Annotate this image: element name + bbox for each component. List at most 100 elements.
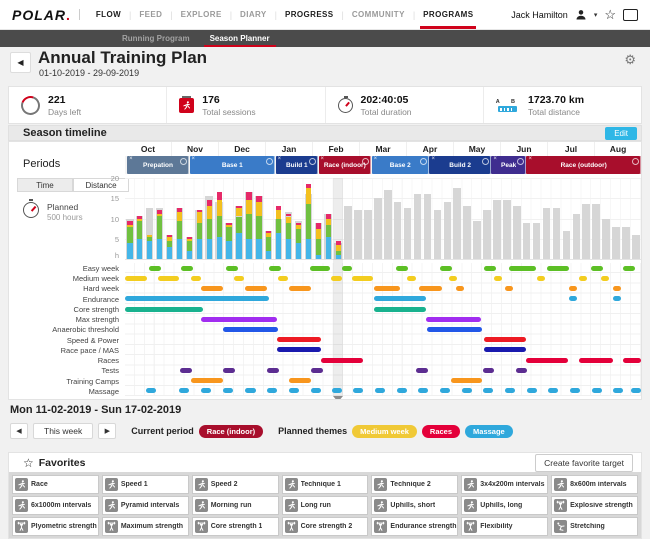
gantt-bar-massage[interactable] <box>569 388 581 394</box>
gantt-bar-medium-week[interactable] <box>191 275 201 281</box>
week-bar-blue[interactable] <box>246 238 252 259</box>
week-bar-yellow[interactable] <box>325 218 331 225</box>
period-handle-icon[interactable] <box>266 158 274 165</box>
week-bar-yellow[interactable] <box>236 208 242 217</box>
gantt-bar-endurance[interactable] <box>568 296 577 302</box>
gantt-bar-medium-week[interactable] <box>407 275 416 281</box>
theme-badge-medium-week[interactable]: Medium week <box>352 424 417 438</box>
gantt-bar-easy-week[interactable] <box>226 265 238 271</box>
period-handle-icon[interactable] <box>419 158 427 165</box>
theme-badge-races[interactable]: Races <box>421 424 461 438</box>
favorite-pyramid-intervals[interactable]: Pyramid intervals <box>101 496 189 515</box>
favorite-maximum-strength[interactable]: Maximum strength <box>101 517 189 536</box>
favorite-long-run[interactable]: Long run <box>281 496 369 515</box>
week-bar-blue[interactable] <box>147 240 153 259</box>
favorite-6x1000m-intervals[interactable]: 6x1000m intervals <box>12 496 99 515</box>
week-bar-green[interactable] <box>335 250 341 255</box>
gantt-bar-easy-week[interactable] <box>342 265 353 271</box>
period-handle-icon[interactable] <box>179 158 187 165</box>
week-bar-yellow[interactable] <box>335 244 341 251</box>
planned-week-bar[interactable] <box>602 218 610 259</box>
gantt-bar-speed-power[interactable] <box>277 337 322 343</box>
week-bar-blue[interactable] <box>315 254 322 259</box>
gantt-bar-tests[interactable] <box>180 367 193 373</box>
week-bar-blue[interactable] <box>256 238 262 259</box>
gantt-bar-easy-week[interactable] <box>590 265 603 271</box>
planned-week-bar[interactable] <box>612 226 620 259</box>
gantt-bar-easy-week[interactable] <box>181 265 194 271</box>
planned-week-bar[interactable] <box>354 210 362 259</box>
period-base-1[interactable]: × Base 1 <box>189 156 276 174</box>
gantt-bar-medium-week[interactable] <box>449 275 458 281</box>
favorite-core-strength-2[interactable]: Core strength 2 <box>281 517 369 536</box>
week-bar-yellow[interactable] <box>147 234 153 237</box>
week-bar-red[interactable] <box>315 222 322 229</box>
week-bar-yellow[interactable] <box>256 202 262 217</box>
week-bar-green[interactable] <box>276 218 282 233</box>
remove-period-icon[interactable]: × <box>431 156 435 162</box>
gantt-bar-massage[interactable] <box>374 388 386 394</box>
week-bar-yellow[interactable] <box>186 238 193 241</box>
gantt-bar-hard-week[interactable] <box>613 286 622 292</box>
gantt-bar-massage[interactable] <box>418 388 429 394</box>
week-bar-green[interactable] <box>266 236 272 251</box>
favorite-uphills-short[interactable]: Uphills, short <box>371 496 459 515</box>
week-bar-green[interactable] <box>147 236 153 241</box>
gantt-bar-races[interactable] <box>579 357 614 363</box>
week-bar-yellow[interactable] <box>166 236 173 241</box>
gantt-bar-medium-week[interactable] <box>352 275 374 281</box>
user-name[interactable]: Jack Hamilton <box>511 9 568 20</box>
week-bar-blue[interactable] <box>335 254 341 259</box>
favorite-flexibility[interactable]: Flexibility <box>461 517 549 536</box>
gantt-bar-massage[interactable] <box>613 388 624 394</box>
gantt-bar-core-strength[interactable] <box>374 306 427 312</box>
week-bar-green[interactable] <box>236 216 242 233</box>
gantt-bar-medium-week[interactable] <box>600 275 609 281</box>
week-bar-green[interactable] <box>315 238 322 255</box>
nav-item-flow[interactable]: FLOW <box>95 10 122 19</box>
gantt-bar-medium-week[interactable] <box>233 275 244 281</box>
back-button[interactable]: ◀ <box>10 52 31 73</box>
remove-period-icon[interactable]: × <box>528 156 532 162</box>
gantt-bar-races[interactable] <box>321 357 363 363</box>
week-bar-yellow[interactable] <box>206 206 212 219</box>
planned-week-bar[interactable] <box>632 234 640 259</box>
period-prepation[interactable]: × Prepation <box>127 156 189 174</box>
gantt-bar-easy-week[interactable] <box>149 265 162 271</box>
week-bar-yellow[interactable] <box>266 232 272 237</box>
week-bar-blue[interactable] <box>226 240 232 259</box>
week-bar-blue[interactable] <box>127 242 133 259</box>
gantt-bar-core-strength[interactable] <box>125 306 203 312</box>
week-bar-yellow[interactable] <box>137 218 143 221</box>
week-bar-red[interactable] <box>325 214 331 219</box>
gantt-bar-massage[interactable] <box>353 388 364 394</box>
week-bar-yellow[interactable] <box>305 188 312 205</box>
period-race-indoor[interactable]: × Race (indoor) <box>318 156 372 174</box>
gantt-bar-hard-week[interactable] <box>245 286 268 292</box>
gantt-bar-tests[interactable] <box>416 367 428 373</box>
planned-week-bar[interactable] <box>552 208 561 259</box>
planned-week-bar[interactable] <box>542 208 551 259</box>
week-bar-red[interactable] <box>276 206 282 211</box>
week-bar-blue[interactable] <box>276 232 282 259</box>
week-bar-yellow[interactable] <box>156 214 163 217</box>
gantt-bar-massage[interactable] <box>146 388 157 394</box>
week-bar-blue[interactable] <box>236 232 242 259</box>
week-bar-green[interactable] <box>176 220 183 239</box>
gantt-bar-hard-week[interactable] <box>374 286 401 292</box>
planned-week-bar[interactable] <box>443 202 452 259</box>
week-bar-yellow[interactable] <box>216 200 222 217</box>
gantt-bar-tests[interactable] <box>266 367 279 373</box>
planned-week-bar[interactable] <box>473 220 481 259</box>
favorite-endurance-strength-1[interactable]: Endurance strength 1 <box>371 517 459 536</box>
gantt-bar-race-pace-mas[interactable] <box>277 347 322 353</box>
favorite-plyometric-strength[interactable]: Plyometric strength <box>12 517 99 536</box>
tab-time[interactable]: Time <box>17 178 73 192</box>
gantt-bar-massage[interactable] <box>630 388 641 394</box>
favorite-8x600m-intervals[interactable]: 8x600m intervals <box>551 475 638 494</box>
subnav-item-running-program[interactable]: Running Program <box>122 34 190 43</box>
period-build-1[interactable]: × Build 1 <box>275 156 318 174</box>
gantt-bar-massage[interactable] <box>548 388 559 394</box>
week-bar-red[interactable] <box>295 222 302 225</box>
week-bar-blue[interactable] <box>266 250 272 259</box>
